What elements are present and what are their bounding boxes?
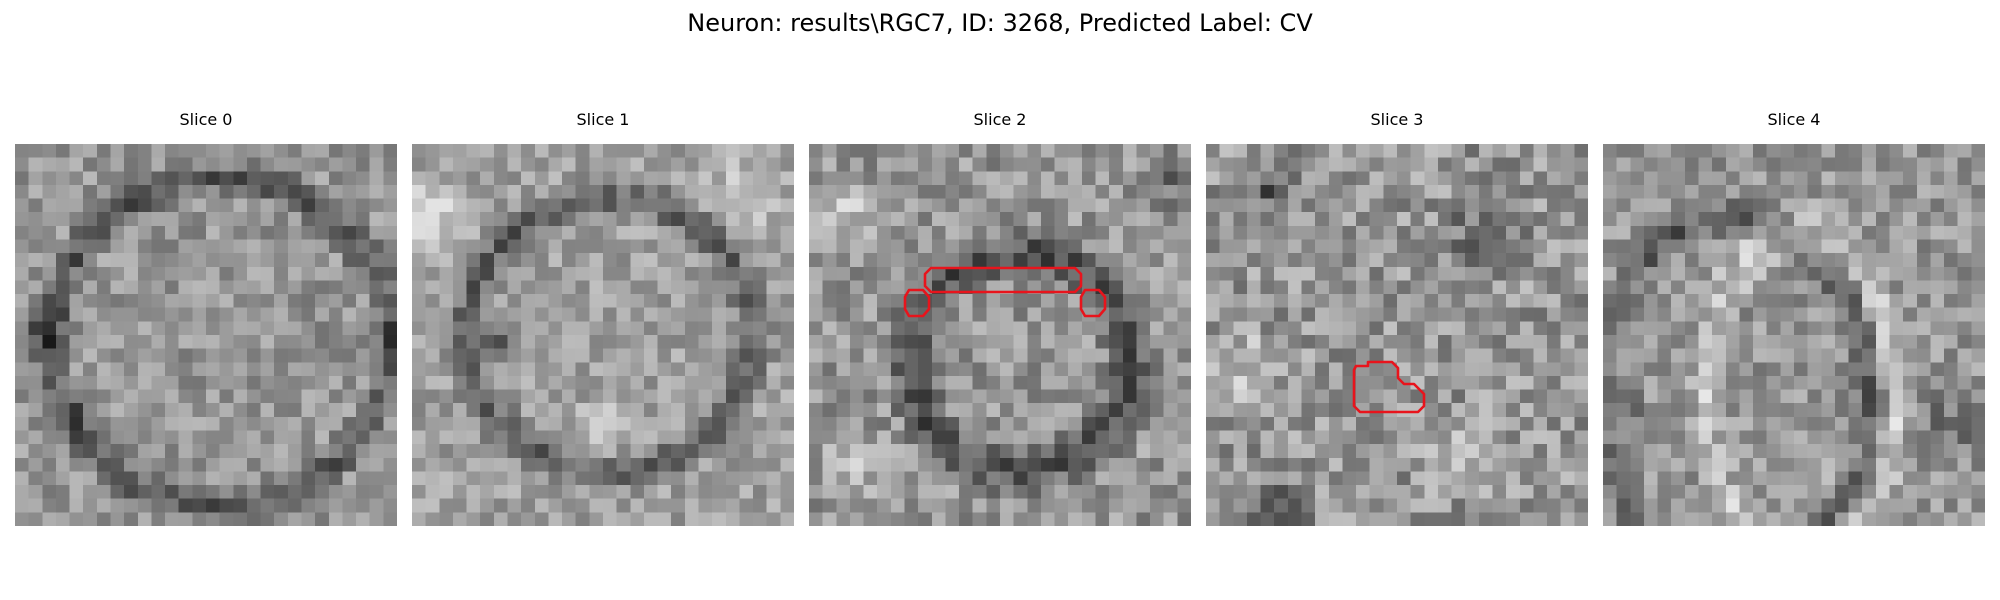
slice-image (1206, 144, 1588, 526)
slice-title: Slice 1 (576, 110, 630, 129)
slice-title: Slice 3 (1370, 110, 1424, 129)
slice-image (809, 144, 1191, 526)
slice-panel-0: Slice 0 (15, 110, 397, 526)
slice-image (412, 144, 794, 526)
slice-title: Slice 2 (973, 110, 1027, 129)
slice-panel-4: Slice 4 (1603, 110, 1985, 526)
slice-image (1603, 144, 1985, 526)
slice-title: Slice 4 (1767, 110, 1821, 129)
slice-panel-1: Slice 1 (412, 110, 794, 526)
slice-panel-3: Slice 3 (1206, 110, 1588, 526)
figure-title: Neuron: results\RGC7, ID: 3268, Predicte… (687, 9, 1313, 37)
slice-panel-2: Slice 2 (809, 110, 1191, 526)
slice-image (15, 144, 397, 526)
slice-title: Slice 0 (179, 110, 233, 129)
